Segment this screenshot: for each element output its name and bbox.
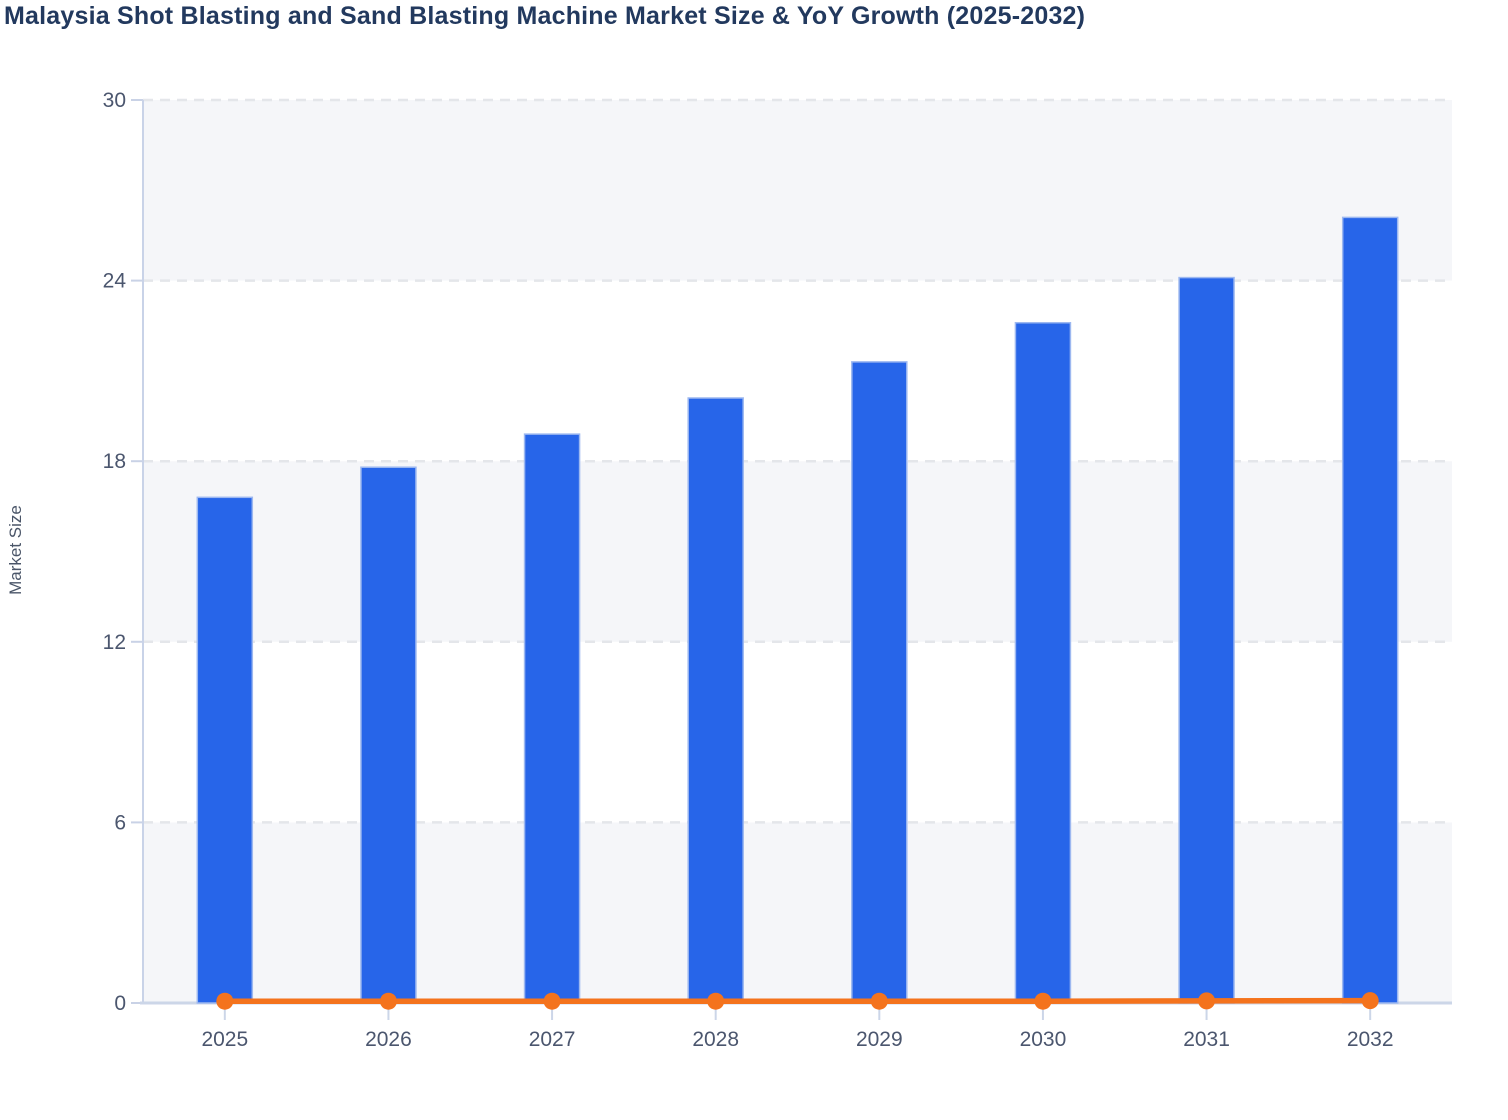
bar-2028[interactable] bbox=[687, 397, 744, 1004]
yoy-point-2026[interactable] bbox=[379, 992, 397, 1010]
yoy-growth-line bbox=[216, 992, 1379, 1010]
plot-band bbox=[143, 100, 1452, 281]
yoy-point-2029[interactable] bbox=[870, 992, 888, 1010]
plot-band bbox=[143, 822, 1452, 1003]
plot-band bbox=[143, 461, 1452, 642]
x-tick-label-2029: 2029 bbox=[856, 1028, 903, 1051]
plot-band bbox=[143, 280, 1452, 462]
bar-2032[interactable] bbox=[1341, 216, 1399, 1004]
y-tick-label: 30 bbox=[103, 89, 126, 112]
plot-bands bbox=[143, 100, 1452, 1003]
y-tick-label: 6 bbox=[114, 811, 126, 834]
chart-title: Malaysia Shot Blasting and Sand Blasting… bbox=[4, 2, 1086, 30]
yoy-point-2030[interactable] bbox=[1034, 992, 1052, 1010]
bar-2025[interactable] bbox=[196, 496, 254, 1004]
y-tick-label: 0 bbox=[114, 992, 126, 1015]
x-tick-label-2026: 2026 bbox=[365, 1028, 412, 1051]
yoy-point-2028[interactable] bbox=[707, 992, 725, 1010]
yoy-point-2032[interactable] bbox=[1361, 992, 1379, 1010]
y-tick-label: 12 bbox=[103, 631, 126, 654]
x-tick-label-2028: 2028 bbox=[692, 1028, 739, 1051]
bar-2031[interactable] bbox=[1178, 276, 1235, 1004]
x-axis-ticks: 2025 2026 2027 2028 2029 2030 2031 2032 bbox=[201, 1005, 1394, 1051]
bar-2029[interactable] bbox=[851, 361, 908, 1004]
plot-band bbox=[143, 641, 1452, 823]
x-tick-label-2031: 2031 bbox=[1183, 1028, 1230, 1051]
x-tick-label-2025: 2025 bbox=[201, 1028, 248, 1051]
x-tick-label-2027: 2027 bbox=[529, 1028, 576, 1051]
yoy-line-path bbox=[222, 997, 1373, 1004]
yoy-point-2027[interactable] bbox=[543, 992, 561, 1010]
bar-2026[interactable] bbox=[360, 466, 417, 1004]
yoy-point-2025[interactable] bbox=[216, 992, 234, 1010]
bar-2030[interactable] bbox=[1014, 321, 1072, 1004]
x-tick-label-2030: 2030 bbox=[1020, 1028, 1067, 1051]
y-axis-title: Market Size bbox=[6, 505, 25, 595]
y-tick-label: 24 bbox=[103, 270, 127, 293]
y-tick-label: 18 bbox=[103, 450, 126, 473]
x-tick-label-2032: 2032 bbox=[1347, 1028, 1394, 1051]
y-axis-ticks: 0 6 12 18 24 30 bbox=[103, 89, 143, 1015]
yoy-point-2031[interactable] bbox=[1198, 992, 1216, 1010]
bar-2027[interactable] bbox=[523, 433, 581, 1004]
